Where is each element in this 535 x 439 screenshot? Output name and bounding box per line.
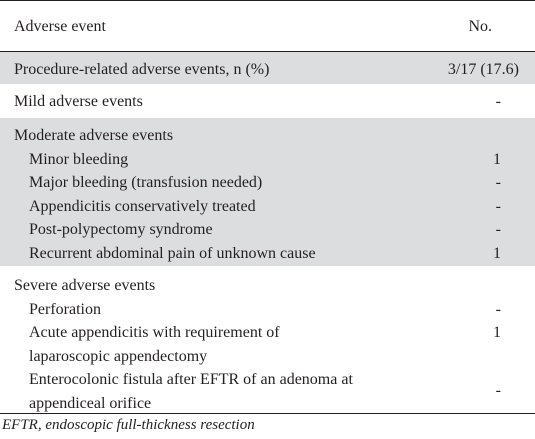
table-row: Major bleeding (transfusion needed) - [0,171,535,195]
procedure-related-value: 3/17 (17.6) [447,61,519,78]
procedure-related-group: Procedure-related adverse events, n (%) … [0,52,535,85]
table-row: Mild adverse events - [0,90,535,114]
table-row: Acute appendicitis with requirement of l… [0,321,535,368]
table-row: Post-polypectomy syndrome - [0,218,535,242]
moderate-item-label: Appendicitis conservatively treated [29,197,256,215]
table-row: Appendicitis conservatively treated - [0,195,535,219]
table-header-row: Adverse event No. [0,1,535,52]
severe-item-value: 1 [493,324,501,341]
moderate-item-value: - [495,197,501,215]
moderate-item-value: 1 [493,244,501,262]
table-row: Recurrent abdominal pain of unknown caus… [0,242,535,266]
header-adverse-event: Adverse event [14,18,106,35]
table-row: Minor bleeding 1 [0,148,535,172]
mild-label: Mild adverse events [14,93,143,110]
moderate-label: Moderate adverse events [14,127,174,144]
table-row: Procedure-related adverse events, n (%) … [0,58,535,82]
table-row: Perforation - [0,298,535,322]
mild-value: - [495,93,501,110]
procedure-related-label: Procedure-related adverse events, n (%) [14,61,270,78]
table-footnote: EFTR, endoscopic full-thickness resectio… [2,417,255,433]
moderate-item-value: - [495,221,501,238]
severe-item-label: Acute appendicitis with requirement of l… [29,324,280,365]
moderate-item-value: - [495,174,501,191]
severe-item-value: - [495,382,501,399]
moderate-item-label: Post-polypectomy syndrome [29,221,213,238]
header-count: No. [468,18,492,35]
moderate-item-label: Minor bleeding [29,150,129,168]
adverse-events-table: Adverse event No. Procedure-related adve… [0,0,535,414]
moderate-item-label: Recurrent abdominal pain of unknown caus… [29,244,316,262]
severe-label: Severe adverse events [14,277,156,294]
severe-item-label: Perforation [29,300,101,318]
moderate-item-label: Major bleeding (transfusion needed) [29,174,263,191]
moderate-group: Moderate adverse events Minor bleeding 1… [0,118,535,267]
table-row: Severe adverse events [0,274,535,298]
severe-group: Severe adverse events Perforation - Acut… [0,267,535,414]
severe-item-label: Enterocolonic fistula after EFTR of an a… [29,371,353,412]
table-row: Moderate adverse events [0,124,535,148]
table-row: Enterocolonic fistula after EFTR of an a… [0,368,535,415]
mild-group: Mild adverse events - [0,85,535,118]
moderate-item-value: 1 [493,150,501,168]
severe-item-value: - [495,300,501,318]
